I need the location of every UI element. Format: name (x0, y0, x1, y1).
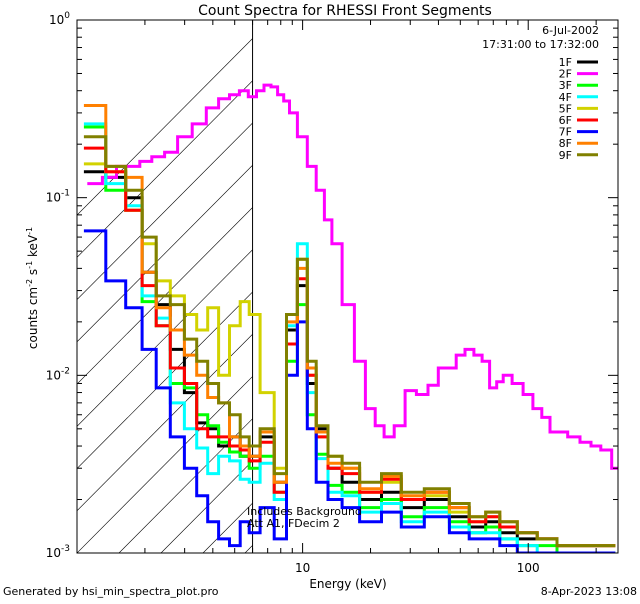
hatch-line (77, 80, 253, 258)
annotation-attenuator: Att A1, FDecim 2 (247, 517, 340, 530)
legend-label-7F: 7F (559, 126, 572, 139)
series-layer (83, 83, 618, 553)
hatch-line (77, 38, 253, 216)
footer-generated-by: Generated by hsi_min_spectra_plot.pro (3, 585, 219, 598)
annotation-background: Includes Background (247, 505, 362, 518)
hatch-line (413, 20, 640, 553)
legend-label-5F: 5F (559, 102, 572, 115)
legend-label-2F: 2F (559, 68, 572, 81)
series-3F (83, 125, 616, 553)
hatch-line (202, 502, 253, 553)
hatch-line (77, 291, 253, 469)
hatch-line (77, 164, 253, 343)
x-tick-label: 100 (517, 561, 540, 575)
hatch-line (623, 20, 640, 553)
legend-label-9F: 9F (559, 149, 572, 162)
date-label: 6-Jul-2002 (542, 24, 599, 37)
series-4F (83, 122, 616, 553)
hatch-line (539, 20, 640, 553)
series-2F (87, 83, 618, 470)
axis-ticks (76, 19, 618, 554)
y-tick-label: 100 (49, 11, 70, 27)
hatch-line (77, 249, 253, 427)
hatch-line (77, 207, 253, 385)
legend-label-8F: 8F (559, 137, 572, 150)
footer-timestamp: 8-Apr-2023 13:08 (541, 585, 637, 598)
chart-title: Count Spectra for RHESSI Front Segments (198, 3, 492, 19)
y-tick-label: 10-2 (46, 366, 70, 382)
x-axis-label: Energy (keV) (309, 577, 386, 591)
y-tick-label: 10-3 (46, 544, 70, 560)
hatch-line (77, 333, 253, 512)
hatch-line (287, 20, 640, 553)
hatch-line (581, 20, 640, 553)
hatch-line (329, 20, 640, 553)
series-9F (83, 135, 616, 548)
legend-label-1F: 1F (559, 56, 572, 69)
legend-label-6F: 6F (559, 114, 572, 127)
series-1F (83, 170, 616, 548)
series-5F (83, 162, 616, 548)
time-range-label: 17:31:00 to 17:32:00 (482, 38, 599, 51)
series-6F (83, 146, 616, 548)
y-tick-label: 10-1 (46, 189, 70, 205)
plot-frame (76, 19, 619, 554)
hatch-line (77, 376, 253, 553)
y-axis-label: counts cm-2 s-1 keV-1 (25, 227, 40, 349)
hatched-region (77, 20, 640, 553)
hatch-line (371, 20, 640, 553)
hatch-line (77, 122, 253, 300)
hatch-line (455, 20, 640, 553)
series-7F (83, 229, 616, 553)
legend-label-4F: 4F (559, 91, 572, 104)
axis-labels: 10-3 10-2 10-1 100 10 100 (46, 11, 540, 575)
x-tick-label: 10 (295, 561, 310, 575)
legend-label-3F: 3F (559, 79, 572, 92)
